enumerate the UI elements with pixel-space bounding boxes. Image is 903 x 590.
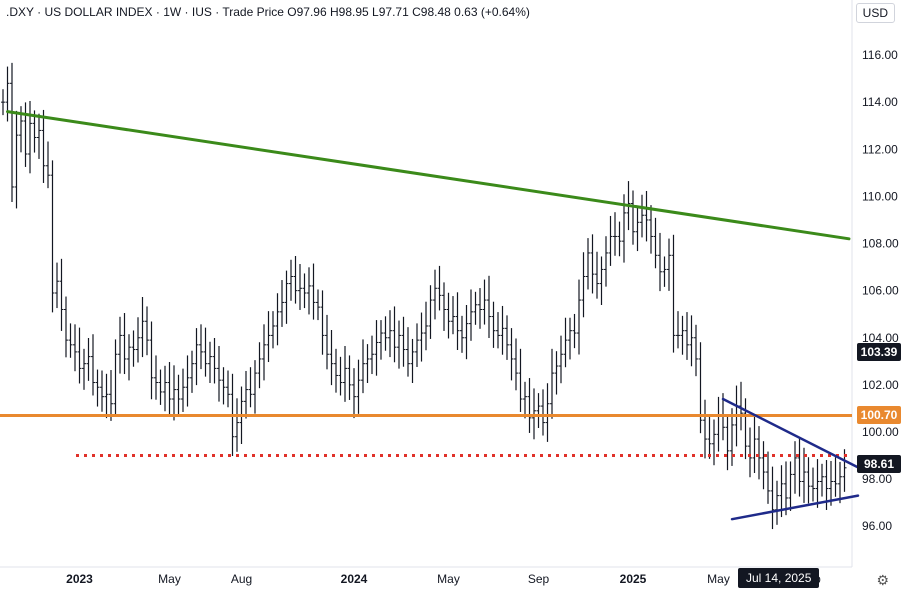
y-tick-label: 98.00 (862, 472, 892, 486)
x-tick-label: May (707, 572, 730, 586)
ohlc-close: C98.48 (412, 5, 451, 19)
separator-dot: · (155, 5, 160, 19)
price-axis: 116.00 114.00 112.00 110.00 108.00 106.00 104.… (862, 48, 899, 533)
gear-icon[interactable]: ⚙ (876, 572, 889, 588)
x-tick-label: 2025 (620, 572, 647, 586)
y-tick-label: 112.00 (862, 142, 898, 156)
chart-header: .DXY · US DOLLAR INDEX · 1W · IUS · Trad… (6, 5, 530, 19)
interval[interactable]: 1W (163, 5, 182, 19)
separator-dot: · (215, 5, 220, 19)
change: 0.63 (454, 5, 478, 19)
x-tick-label: 2023 (66, 572, 93, 586)
y-tick-label: 100.00 (862, 425, 899, 439)
x-tick-label: May (437, 572, 460, 586)
separator-dot: · (184, 5, 189, 19)
currency-selector[interactable]: USD (855, 3, 895, 23)
instrument-name: US DOLLAR INDEX (44, 5, 153, 19)
y-tick-label: 96.00 (862, 519, 892, 533)
blue-trendline[interactable] (730, 494, 860, 521)
y-tick-label: 108.00 (862, 237, 899, 251)
separator: · (33, 5, 45, 19)
y-tick-label: 116.00 (862, 48, 898, 62)
change-percent: (+0.64%) (480, 5, 530, 19)
exchange: IUS (191, 5, 212, 19)
y-tick-label: 106.00 (862, 284, 899, 298)
x-tick-label: May (158, 572, 181, 586)
green-trendline[interactable] (6, 110, 851, 241)
x-tick-label: Sep (528, 572, 550, 586)
annotation-lines (0, 110, 860, 521)
crosshair-date-label: Jul 14, 2025 (738, 568, 820, 588)
y-tick-label: 110.00 (862, 189, 898, 203)
x-tick-label: Aug (231, 572, 252, 586)
ohlc-bars (1, 62, 847, 530)
y-tick-label: 114.00 (862, 95, 898, 109)
price-type: Trade Price (222, 5, 284, 19)
y-tick-label: 104.00 (862, 331, 899, 345)
ohlc-high: H98.95 (330, 5, 369, 19)
y-tick-label: 102.00 (862, 378, 899, 392)
ohlc-low: L97.71 (372, 5, 409, 19)
price-tag-last: 103.39 (857, 343, 901, 361)
ohlc-open: O97.96 (287, 5, 327, 19)
blue-trendline[interactable] (721, 397, 860, 469)
price-tag-support: 100.70 (857, 406, 901, 424)
symbol[interactable]: .DXY (6, 5, 34, 19)
price-tag-current: 98.61 (857, 455, 901, 473)
x-tick-label: 2024 (341, 572, 368, 586)
time-axis: 2023MayAug2024MaySep2025Mayp (66, 572, 821, 586)
